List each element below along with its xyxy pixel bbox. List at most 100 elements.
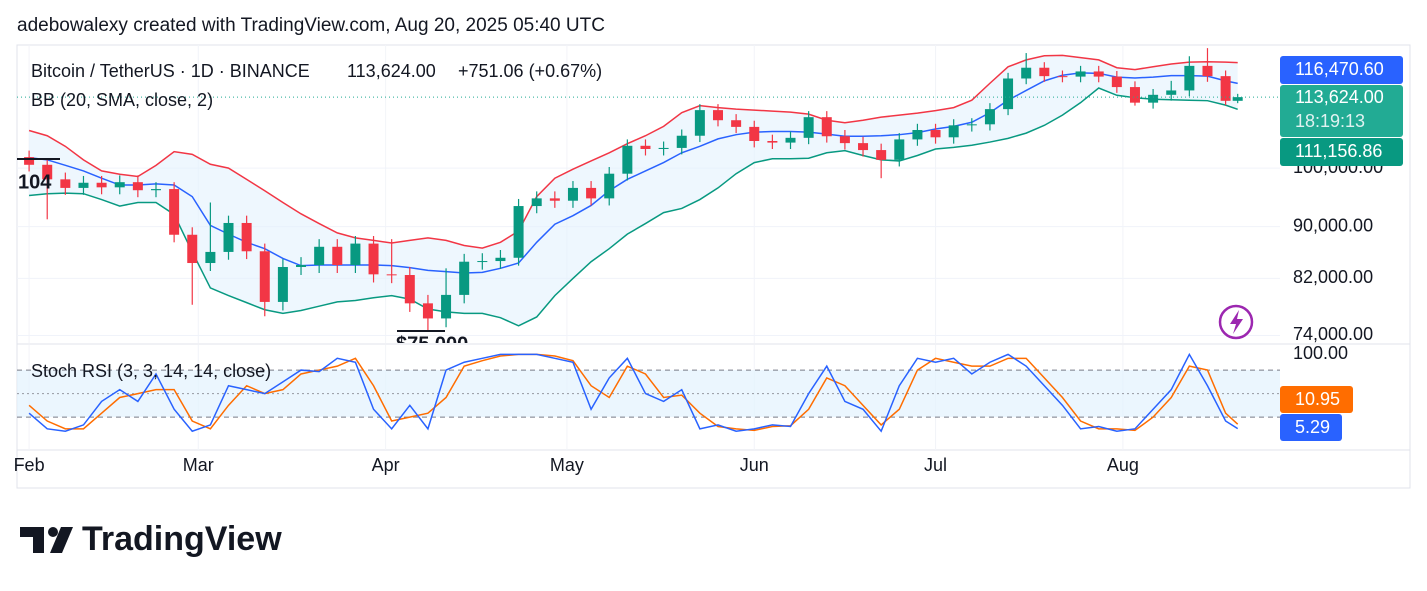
x-tick-label: May [550,455,584,475]
candle-body [694,110,705,136]
lower-label: 111,156.86 [1295,141,1382,161]
lower-label-box [1280,138,1403,166]
stoch-d-line [28,353,1239,432]
candle-body [549,198,560,201]
candle-body [296,265,307,267]
stoch-k-line [28,352,1239,433]
candle-body [150,189,161,191]
stoch-d-label: 10.95 [1295,389,1340,409]
candle-body [169,189,180,235]
candle-body [368,243,379,275]
price-pane: 104 $75,000 [17,48,1280,355]
candle-body [586,187,597,199]
legend: Bitcoin / TetherUS · 1D · BINANCE 113,62… [31,61,602,381]
symbol: Bitcoin / TetherUS · 1D · BINANCE [31,61,310,81]
basis-label-box [1280,56,1403,84]
candle-body [731,120,742,127]
candle-body [1148,94,1159,103]
candle-body [531,198,542,207]
x-tick-label: Aug [1107,455,1139,475]
x-tick-label: Jun [740,455,769,475]
candle-body [513,206,524,258]
candle-body [1021,67,1032,79]
y-tick-label: 90,000.00 [1293,215,1373,235]
stoch-tick-label: 100.00 [1293,343,1348,363]
candle-body [350,243,361,266]
candle-body [1232,97,1243,101]
candle-body [495,257,506,262]
basis-label: 116,470.60 [1295,59,1384,79]
countdown-label: 18:19:13 [1295,111,1365,131]
candle-body [930,129,941,138]
logo: TradingView [20,520,282,558]
candle-body [676,135,687,148]
candle-body [96,182,107,188]
candle-body [1057,76,1068,78]
candle-body [477,261,488,263]
candle-body [441,294,452,319]
axes: Feb Mar Apr May Jun Jul Aug 74,000.00 82,000.00 9… [14,56,1403,475]
candle-body [60,179,71,188]
x-tick-label: Feb [14,455,45,475]
candle-body [894,139,905,160]
candle-body [422,303,433,319]
candle-body [314,246,325,266]
candle-body [386,274,397,276]
header: adebowalexy created with TradingView.com… [17,15,605,36]
candle-body [858,143,869,151]
last-price: 113,624.00 [347,61,436,81]
candle-body [187,234,198,264]
candle-body [223,222,234,252]
candle-body [712,110,723,121]
candle-body [1039,67,1050,77]
candle-body [1093,71,1104,77]
candle-body [658,147,669,149]
candle-body [1129,87,1140,103]
candle-body [912,129,923,140]
candle-body [567,187,578,201]
replay-icon[interactable] [1218,304,1254,340]
candle-body [948,125,959,138]
candle-body [785,137,796,143]
candle-body [1111,76,1122,88]
logo-text: TradingView [82,520,282,558]
candle-body [767,140,778,143]
upper-band-line [28,54,1238,249]
candle-body [404,275,415,304]
last-price-box [1280,85,1403,137]
candle-body [459,261,470,295]
candle-body [332,246,343,266]
band-fill [29,55,1238,326]
candle-body [132,182,143,191]
candle-body [205,251,216,264]
annotation: $75,000 [396,333,468,355]
candle-body [114,182,125,188]
candle-body [241,222,252,252]
x-tick-label: Jul [924,455,947,475]
stoch-k-box [1280,414,1342,441]
candle-body [803,117,814,138]
stoch-pane [17,352,1280,433]
candle-body [1003,78,1014,110]
candle-body [42,164,53,180]
candle-body [1184,65,1195,91]
candle-body [1220,76,1231,101]
x-tick-label: Mar [183,455,214,475]
candle-body [24,157,35,165]
candle-body [984,109,995,125]
candle-body [876,150,887,160]
annotation: 104 [18,171,52,193]
candle-body [1166,90,1177,95]
candle-body [966,124,977,126]
stoch-k-label: 5.29 [1295,417,1330,437]
candle-body [749,126,760,141]
x-tick-label: Apr [372,455,400,475]
price-change: +751.06 (+0.67%) [458,61,602,81]
candle-body [277,266,288,302]
candle-body [640,145,651,149]
candle-body [821,117,832,137]
candle-body [839,136,850,144]
indicator-label: BB (20, SMA, close, 2) [31,90,213,110]
